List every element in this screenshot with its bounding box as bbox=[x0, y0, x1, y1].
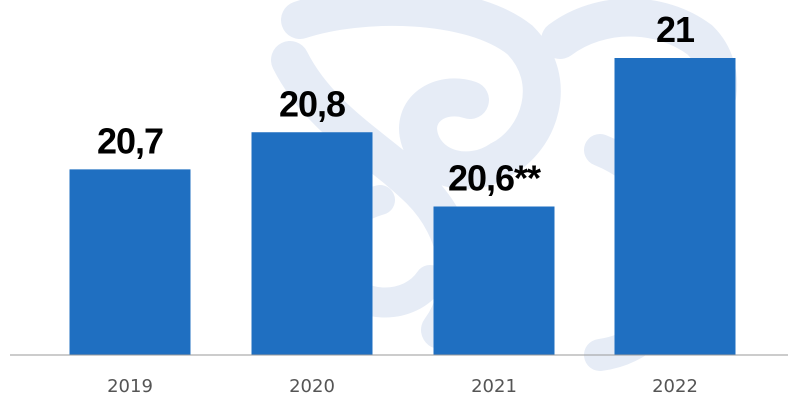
bar-2020 bbox=[251, 132, 373, 355]
data-label-2020: 20,8 bbox=[279, 83, 345, 124]
x-tick-label-2021: 2021 bbox=[471, 376, 517, 397]
data-label-2022: 21 bbox=[656, 9, 695, 50]
x-tick-label-2019: 2019 bbox=[107, 376, 153, 397]
x-tick-label-2022: 2022 bbox=[652, 376, 698, 397]
bar-2021 bbox=[433, 206, 555, 355]
data-label-2019: 20,7 bbox=[97, 120, 163, 161]
bar-2019 bbox=[69, 169, 191, 355]
bar-2022 bbox=[614, 58, 736, 355]
x-tick-label-2020: 2020 bbox=[289, 376, 335, 397]
data-label-2021: 20,6** bbox=[448, 158, 541, 199]
